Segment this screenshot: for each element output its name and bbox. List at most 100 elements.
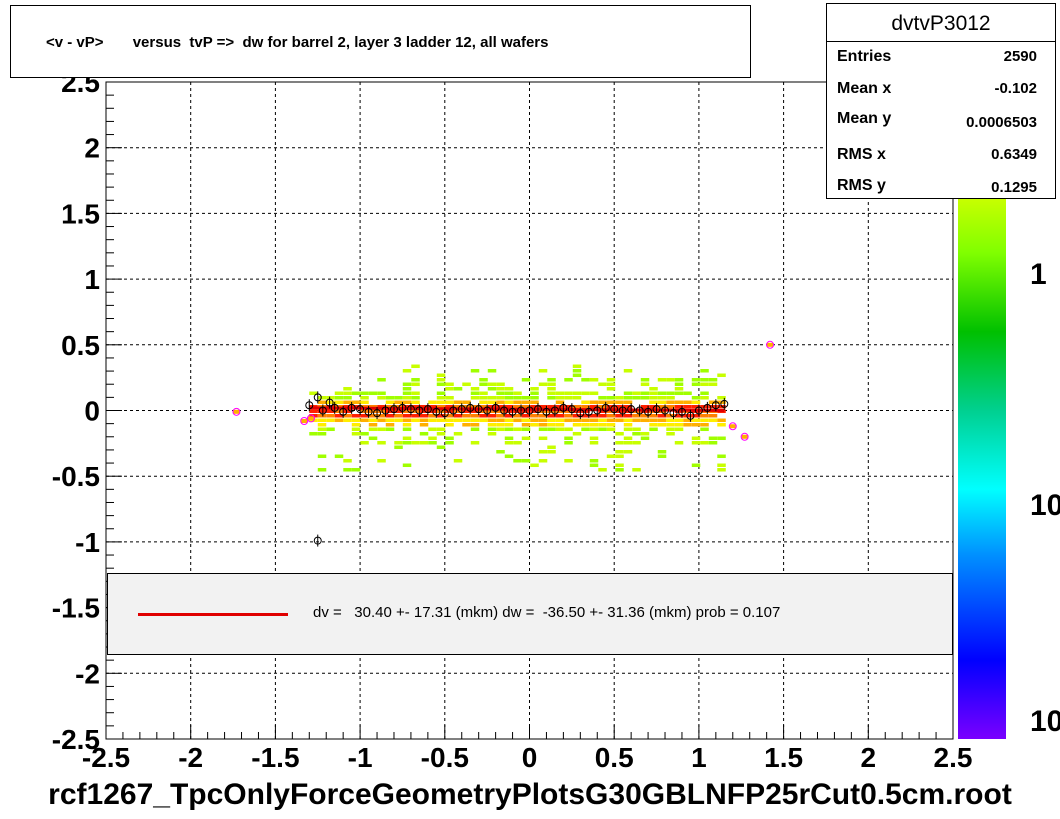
heatmap-cell [657,391,667,396]
heatmap-cell [564,414,573,418]
heatmap-cell [377,409,386,414]
profile-points [305,391,729,547]
heatmap-cell [547,382,556,387]
color-scale-label: 10 [1030,705,1060,738]
heatmap-cell [700,369,709,373]
y-tick-label: 0 [84,396,100,427]
heatmap-cell [708,418,718,423]
heatmap-cell [547,405,556,409]
heatmap-cell [351,423,361,427]
heatmap-cell [555,423,565,427]
profile-point [325,398,334,407]
heatmap-cell [411,364,420,369]
heatmap-cell [606,378,616,382]
heatmap-cell [402,396,412,400]
heatmap-cell [572,418,582,423]
heatmap-cell [674,418,684,423]
heatmap-cell [564,396,573,400]
heatmap-cell [674,427,684,432]
heatmap-cell [555,391,565,396]
heatmap-cell [547,387,556,391]
heatmap-cell [657,418,667,423]
heatmap-cell [317,400,327,405]
heatmap-cell [419,441,429,445]
heatmap-cell [666,391,675,396]
heatmap-cell [453,414,463,418]
heatmap-cell [436,378,446,382]
heatmap-cell [691,396,701,400]
heatmap-cell [411,414,420,418]
plot-title: <v - vP> versus tvP => dw for barrel 2, … [46,34,549,51]
heatmap-cell [487,387,497,391]
heatmap-cell [547,414,556,418]
heatmap-cell [326,396,335,400]
heatmap-cell [436,445,446,450]
x-axis: -2.5 -2 -1.5 -1 -0.5 0 0.5 1 1.5 2 2.5 [82,725,972,773]
heatmap-cell [334,400,344,405]
profile-point [618,406,627,415]
profile-point [432,407,441,416]
heatmap-cell [538,405,548,409]
heatmap-cell [334,396,344,400]
heatmap-cell [674,387,684,391]
heatmap-cell [708,400,718,405]
heatmap-cell [632,468,641,472]
profile-point [635,406,644,415]
heatmap-cell [496,400,505,405]
heatmap-cell [581,427,590,432]
profile-point [694,406,703,415]
profile-point [567,405,576,414]
stats-row-entries: Entries 2590 [837,48,1037,70]
heatmap-cell [530,463,539,468]
heatmap-cell [598,409,607,414]
heatmap-cell [683,405,692,409]
heatmap-cell [589,391,599,396]
heatmap-cell [326,400,335,405]
profile-point [423,405,432,414]
profile-point [415,406,424,415]
heatmap-cell [513,427,522,432]
heatmap-cell [572,373,582,378]
stats-row-rms-x: RMS x 0.6349 [837,146,1037,168]
heatmap-cell [717,396,726,400]
x-tick-label: -1 [348,742,373,773]
heatmap-cell [674,423,684,427]
outlier-cell [233,409,240,414]
heatmap-cell [657,423,667,427]
heatmap-cell [360,414,369,418]
profile-point [398,403,407,412]
heatmap-cell [343,396,352,400]
heatmap-cell [674,405,684,409]
heatmap-cell [674,391,684,396]
stats-value: 0.6349 [991,146,1037,163]
heatmap-cell [640,436,650,441]
heatmap-cell [521,459,531,463]
heatmap-cell [402,409,412,414]
heatmap-cell [351,414,361,418]
heatmap-cell [428,441,437,445]
heatmap-cell [385,423,395,427]
profile-point [601,403,610,412]
color-scale-label: 10 [1030,489,1060,522]
fit-legend: dv = 30.40 +- 17.31 (mkm) dw = -36.50 +-… [107,573,953,655]
heatmap-cell [402,418,412,423]
heatmap-cell [343,400,352,405]
outlier-point [306,414,315,423]
heatmap-cell [385,405,395,409]
profile-point [305,401,314,410]
heatmap-cell [547,423,556,427]
heatmap-cell [436,432,446,436]
heatmap-cell [623,450,633,454]
heatmap-cell [436,391,446,396]
heatmap-cell [683,423,692,427]
profile-point [474,405,483,414]
heatmap-cell [487,418,497,423]
heatmap-cell [470,391,480,396]
outlier-cell [307,416,314,421]
heatmap-cell [606,427,616,432]
profile-point [542,407,551,416]
outlier-points [232,340,775,441]
heatmap-cell [402,436,412,441]
heatmap-cell [623,441,633,445]
heatmap-cell [436,418,446,423]
